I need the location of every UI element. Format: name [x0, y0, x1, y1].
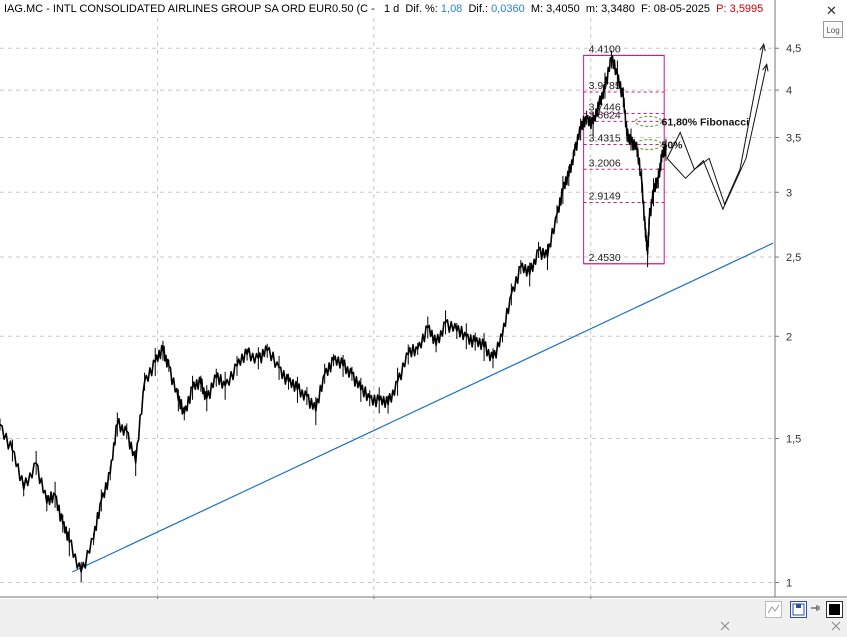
fib-highlight-ellipse[interactable]	[634, 115, 663, 128]
fib-level-label: 2.9149	[589, 190, 621, 202]
support-trendline[interactable]	[72, 242, 774, 573]
dif-pct-label: Dif. %:	[405, 3, 438, 15]
projection-lines[interactable]	[666, 43, 769, 211]
pin-icon[interactable]	[808, 601, 825, 618]
fib-highlight-ellipse[interactable]	[634, 138, 663, 151]
interval-label[interactable]: 1 d	[384, 3, 400, 15]
close-panel-icon-right[interactable]	[829, 619, 846, 636]
bottom-toolbar	[0, 599, 847, 637]
color-swatch-icon[interactable]	[826, 601, 843, 618]
fib-level-label: 3.2006	[589, 157, 621, 169]
close-panel-icon[interactable]	[718, 619, 735, 636]
axes	[0, 0, 847, 598]
chart-header: IAG.MC - INTL CONSOLIDATED AIRLINES GROU…	[4, 3, 763, 15]
max-label: M: 3,4050	[530, 3, 580, 15]
y-tick-label: 3	[786, 187, 792, 199]
dif-pct-value: 1,08	[440, 3, 463, 15]
dif-value: 0,0360	[491, 3, 525, 15]
min-label: m: 3,3480	[585, 3, 635, 15]
price-value: 3,5995	[729, 3, 764, 15]
date-label: F: 08-05-2025	[640, 3, 711, 15]
price-label: P:	[716, 3, 727, 15]
projection-path[interactable]	[666, 44, 765, 206]
dif-label: Dif.:	[468, 3, 488, 15]
save-icon[interactable]	[790, 601, 807, 618]
fib-annotation-label: 50%	[661, 140, 683, 152]
y-tick-label: 1,5	[786, 433, 801, 445]
trendline-group[interactable]	[72, 242, 774, 573]
zigzag-icon[interactable]	[765, 601, 782, 618]
log-scale-button[interactable]: Log	[823, 21, 843, 38]
close-icon[interactable]: ✕	[826, 3, 837, 18]
price-line	[0, 55, 667, 573]
y-tick-label: 2	[786, 331, 792, 343]
fib-level-label: 4.4100	[589, 43, 621, 55]
y-tick-label: 4	[786, 85, 792, 97]
grid	[0, 18, 775, 597]
price-series	[0, 50, 667, 583]
y-tick-label: 1	[786, 577, 792, 589]
fib-level-label: 3.4315	[589, 133, 621, 145]
projection-arrowhead	[759, 43, 766, 52]
y-tick-label: 4,5	[786, 43, 801, 55]
price-chart[interactable]: 4.41003.97853.74463.66243.43153.20062.91…	[0, 0, 847, 600]
y-tick-label: 2,5	[786, 252, 801, 264]
symbol-label: IAG.MC - INTL CONSOLIDATED AIRLINES GROU…	[4, 3, 375, 15]
y-axis-ticks: 4,5 4 3,5 3 2,5 2 1,5 1	[775, 43, 801, 589]
projection-path[interactable]	[666, 64, 768, 211]
fib-annotation-label: 61,80% Fibonacci	[661, 116, 749, 128]
fib-level-label: 2.4530	[589, 252, 621, 264]
projection-arrowhead	[762, 63, 769, 72]
y-tick-label: 3,5	[786, 133, 801, 145]
